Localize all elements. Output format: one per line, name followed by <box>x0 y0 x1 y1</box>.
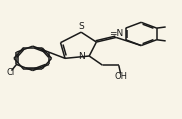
Text: N: N <box>78 52 85 61</box>
Text: =N: =N <box>109 29 123 37</box>
Text: OH: OH <box>114 72 127 81</box>
Text: Cl: Cl <box>7 68 15 77</box>
Text: S: S <box>78 22 84 31</box>
